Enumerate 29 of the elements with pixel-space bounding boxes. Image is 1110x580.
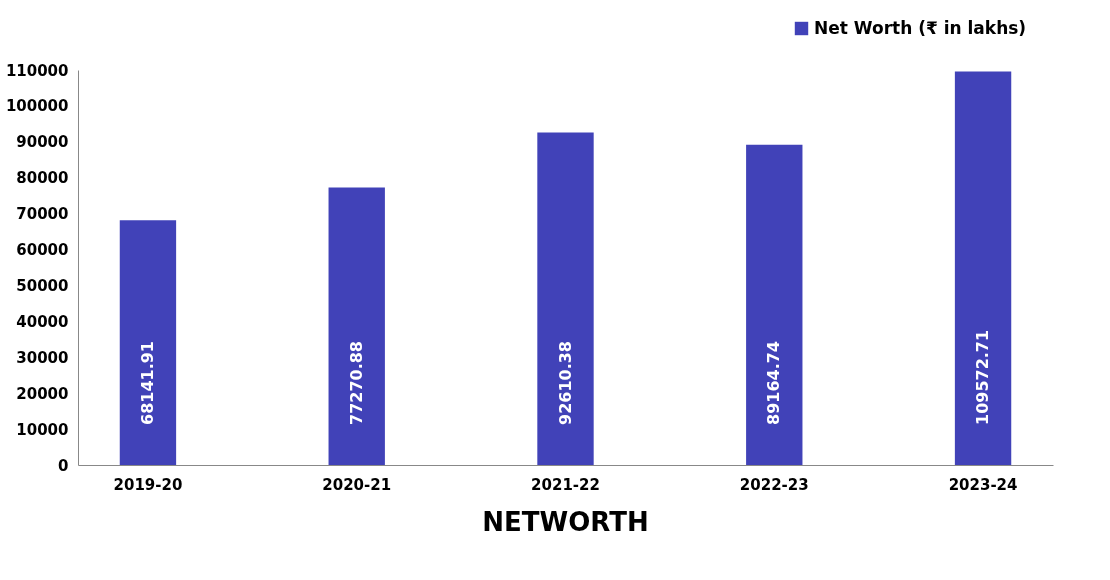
bar — [328, 187, 385, 465]
x-tick-label: 2023-24 — [948, 475, 1018, 494]
y-tick-label: 100000 — [5, 97, 69, 116]
y-tick-label: 80000 — [16, 169, 69, 188]
y-tick-label: 50000 — [16, 276, 69, 295]
y-tick-label: 0 — [58, 456, 69, 475]
bar — [537, 132, 594, 465]
text: NETWORTH — [482, 507, 649, 537]
bar — [119, 220, 177, 465]
x-tick-label: 2020-21 — [322, 475, 392, 494]
y-tick-label: 30000 — [16, 348, 69, 367]
y-tick-label: 20000 — [16, 384, 69, 403]
bar — [954, 71, 1012, 465]
x-tick-label: 2022-23 — [739, 475, 809, 494]
x-tick-label: 2019-20 — [113, 475, 183, 494]
y-tick-label: 70000 — [16, 205, 69, 224]
data-label: 92610.38 — [555, 340, 575, 425]
data-label: 109572.71 — [973, 329, 993, 425]
y-tick-label: 60000 — [16, 241, 69, 260]
x-tick-label: 2021-22 — [531, 475, 600, 494]
data-label: 68141.91 — [137, 340, 157, 425]
y-tick-label: 110000 — [5, 61, 69, 80]
y-tick-label: 40000 — [16, 312, 69, 331]
data-label: 77270.88 — [346, 340, 366, 425]
data-label: 89164.74 — [764, 340, 784, 425]
bar — [746, 144, 803, 465]
legend-label: Net Worth (₹ in lakhs) — [814, 17, 1027, 38]
y-tick-label: 90000 — [16, 133, 69, 152]
y-tick-label: 10000 — [16, 420, 69, 439]
